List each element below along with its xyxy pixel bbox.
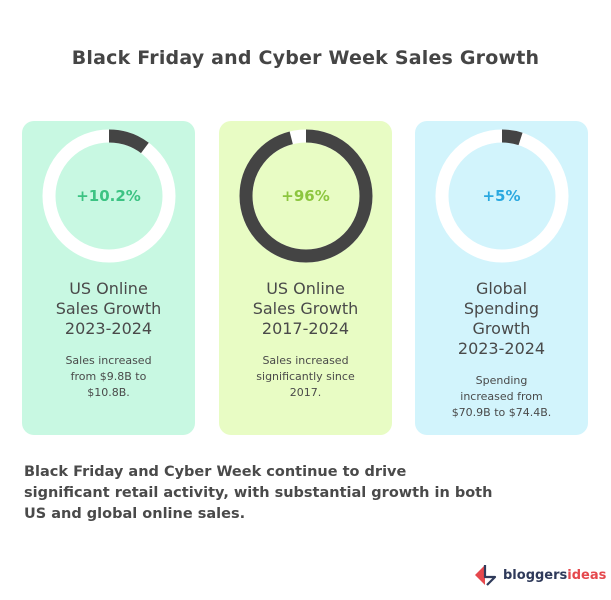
desc-line: increased from — [460, 390, 543, 403]
title-line: US Online — [266, 279, 345, 298]
desc-line: $70.9B to $74.4B. — [451, 406, 552, 419]
title-line: 2023-2024 — [64, 319, 153, 338]
stat-card-us-2017-2024: +96% US Online Sales Growth 2017-2024 Sa… — [219, 121, 392, 435]
card-description: Sales increased from $9.8B to $10.8B. — [49, 353, 167, 401]
card-description: Sales increased significantly since 2017… — [240, 353, 370, 401]
donut-chart — [42, 129, 175, 263]
title-line: 2017-2024 — [261, 319, 350, 338]
summary-text: Black Friday and Cyber Week continue to … — [24, 464, 493, 522]
title-line: Sales Growth — [252, 299, 359, 318]
stat-card-us-2023-2024: +10.2% US Online Sales Growth 2023-2024 … — [22, 121, 195, 435]
progress-ring: +10.2% — [38, 125, 180, 267]
desc-line: $10.8B. — [87, 386, 130, 399]
title-line: Spending — [463, 299, 540, 318]
card-title: US Online Sales Growth 2023-2024 — [44, 279, 174, 339]
progress-ring: +5% — [431, 125, 573, 267]
donut-chart — [435, 129, 568, 263]
title-line: Sales Growth — [55, 299, 162, 318]
desc-line: 2017. — [289, 386, 322, 399]
brand-name-part2: ideas — [567, 567, 607, 583]
page-title: Black Friday and Cyber Week Sales Growth — [71, 47, 540, 69]
desc-line: from $9.8B to — [70, 370, 147, 383]
title-line: 2023-2024 — [457, 339, 546, 358]
percent-value: +96% — [281, 187, 330, 205]
desc-line: Sales increased — [65, 354, 152, 367]
percent-value: +10.2% — [76, 187, 141, 205]
progress-ring: +96% — [235, 125, 377, 267]
donut-chart — [239, 129, 372, 263]
brand-name: bloggersideas — [503, 568, 606, 583]
stat-card-global-2023-2024: +5% Global Spending Growth 2023-2024 Spe… — [415, 121, 588, 435]
desc-line: Spending — [475, 374, 528, 387]
title-line: Growth — [472, 319, 531, 338]
brand-logo: bloggersideas — [473, 563, 606, 587]
desc-line: Sales increased — [262, 354, 349, 367]
card-description: Spending increased from $70.9B to $74.4B… — [436, 373, 568, 421]
card-title: US Online Sales Growth 2017-2024 — [241, 279, 371, 339]
title-line: Global — [475, 279, 528, 298]
desc-line: significantly since — [256, 370, 355, 383]
percent-value: +5% — [482, 187, 521, 205]
brand-name-part1: bloggers — [503, 567, 568, 583]
title-line: US Online — [69, 279, 148, 298]
card-title: Global Spending Growth 2023-2024 — [446, 279, 557, 359]
bloggersideas-logo-icon — [475, 565, 497, 586]
